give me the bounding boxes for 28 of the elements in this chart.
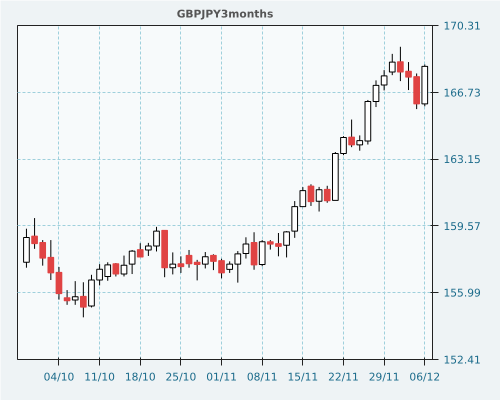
y-tick-label: 155.99	[444, 286, 482, 300]
y-tick-label: 163.15	[444, 153, 481, 166]
x-tick-label: 08/11	[246, 370, 278, 384]
candlestick	[316, 186, 322, 212]
x-tick-label: 22/11	[328, 370, 359, 384]
candlestick	[380, 70, 388, 91]
y-tick-label: 170.31	[444, 20, 481, 32]
candlestick	[128, 249, 136, 275]
y-tick-label: 166.73	[444, 86, 481, 100]
candlestick	[242, 236, 250, 260]
candlestick	[388, 53, 396, 76]
x-tick-label: 29/11	[368, 370, 400, 384]
x-tick-label: 06/12	[409, 370, 440, 384]
candlestick	[283, 230, 290, 258]
y-tick-label: 152.41	[444, 354, 481, 366]
x-tick-label: 04/10	[44, 370, 75, 384]
y-tick-label: 159.57	[444, 220, 481, 233]
candlestick	[72, 280, 79, 306]
x-tick-label: 15/11	[287, 370, 318, 384]
x-tick-label: 25/10	[166, 370, 196, 384]
x-tick-label: 18/10	[124, 370, 156, 384]
x-tick-label: 01/11	[206, 370, 237, 384]
candlestick	[258, 240, 266, 267]
candlestick	[202, 252, 209, 269]
candlestick	[120, 255, 128, 277]
chart-title: GBPJPY3months	[176, 8, 274, 20]
candlestick	[169, 252, 176, 275]
x-tick-label: 11/10	[84, 370, 116, 384]
